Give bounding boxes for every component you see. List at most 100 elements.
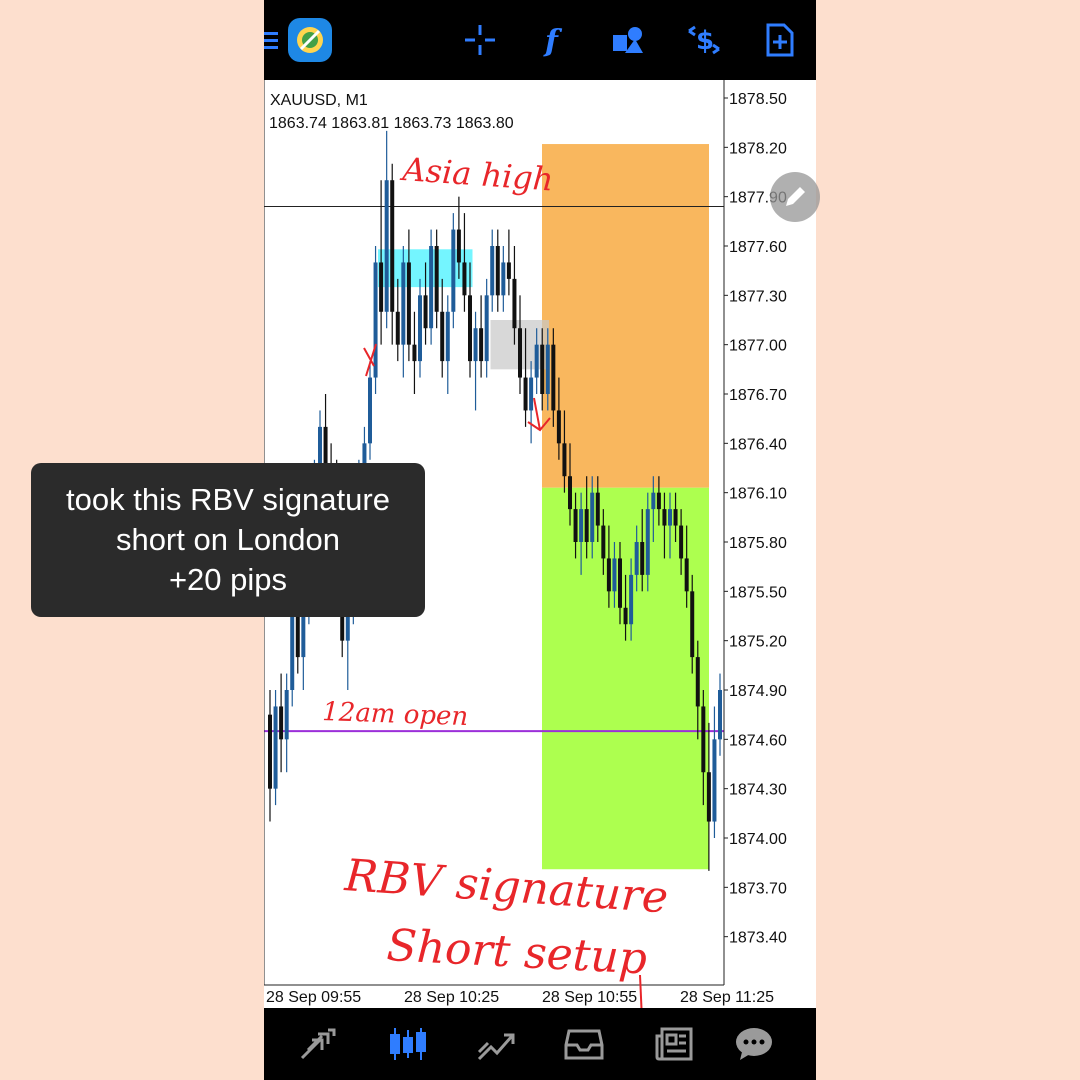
candle [473, 311, 478, 411]
candle-body [679, 525, 684, 559]
candle-body [673, 509, 678, 526]
asia-high-annotation: Asia high [398, 150, 554, 199]
candle-body [268, 714, 272, 789]
candle [551, 328, 556, 427]
candle-body [718, 690, 722, 740]
candle [373, 246, 378, 394]
new-order-document-icon[interactable] [756, 16, 804, 64]
candle-body [490, 246, 495, 296]
candle-body [301, 607, 306, 658]
candle [662, 492, 667, 559]
candle-body [279, 706, 284, 740]
candle-body [318, 426, 322, 477]
candle [612, 542, 617, 608]
candle [395, 278, 400, 362]
news-icon[interactable] [648, 1020, 700, 1068]
hamburger-menu-icon[interactable] [264, 16, 282, 64]
candle [706, 722, 711, 871]
candle-body [556, 410, 561, 444]
candle-body [412, 344, 417, 362]
candle-body [462, 262, 467, 296]
candle [390, 163, 395, 345]
candle [584, 476, 589, 559]
candle-body [640, 542, 645, 575]
time-tick-label: 28 Sep 11:25 [680, 989, 774, 1006]
price-tick-label: 1874.90 [729, 683, 787, 700]
candle [384, 130, 389, 329]
candle-body [551, 344, 556, 411]
caption-line-3: +20 pips [168, 562, 288, 597]
candle-body [618, 558, 622, 608]
time-tick-label: 28 Sep 09:55 [266, 989, 361, 1006]
bottom-navigation [264, 1008, 816, 1080]
price-tick-label: 1875.20 [729, 634, 787, 651]
candle [601, 509, 606, 575]
candle [684, 525, 689, 608]
candle [406, 229, 411, 362]
candle [590, 476, 595, 559]
entry-arrow-mark [527, 397, 551, 432]
svg-text:f: f [543, 24, 563, 57]
candle-body [368, 377, 372, 444]
shapes-objects-icon[interactable] [604, 16, 652, 64]
stop-loss-zone [542, 144, 709, 488]
candle-body [290, 607, 295, 690]
candle [556, 377, 561, 460]
candle-body [512, 278, 517, 329]
candle [573, 492, 578, 559]
caption-overlay: took this RBV signature short on London … [31, 463, 425, 617]
candle-body [423, 295, 428, 329]
crosshair-icon[interactable] [456, 16, 504, 64]
candle-body [379, 262, 384, 312]
chart-candles-icon[interactable] [382, 1020, 434, 1068]
price-chart[interactable]: 1878.50 1878.20 1877.90 1877.60 1877.30 1877.… [264, 80, 816, 1008]
caption-line-2: short on London [115, 522, 341, 557]
candle-body [401, 262, 406, 345]
x-mark [363, 343, 377, 377]
price-tick-label: 1877.60 [729, 239, 787, 256]
candle-body [656, 492, 661, 510]
history-inbox-icon[interactable] [558, 1020, 610, 1068]
candle [368, 361, 372, 460]
price-tick-label: 1876.10 [729, 486, 787, 503]
edit-pencil-button[interactable] [770, 172, 820, 222]
candle-body [362, 443, 367, 477]
messages-chat-icon[interactable] [728, 1020, 780, 1068]
candle [273, 690, 278, 806]
candle [479, 295, 484, 378]
trade-chart-icon[interactable] [470, 1020, 522, 1068]
caption-line-1: took this RBV signature [66, 482, 390, 517]
mt5-logo-icon[interactable] [286, 16, 334, 64]
candle-body [701, 706, 706, 773]
quotes-arrows-icon[interactable] [292, 1020, 344, 1068]
indicators-f-icon[interactable]: f [530, 16, 578, 64]
candle-body [584, 509, 589, 542]
price-tick-label: 1875.50 [729, 584, 787, 601]
candle [668, 492, 672, 559]
candle-body [273, 706, 278, 789]
candle-body [690, 591, 695, 658]
candle [484, 278, 489, 378]
candle [634, 525, 639, 592]
price-tick-label: 1873.70 [729, 880, 787, 897]
phone-screen: f $ 1878.50 1878.20 1877.90 1877.60 1877.30 1… [264, 0, 816, 1080]
candle-body [390, 180, 395, 312]
candle [618, 542, 622, 625]
candle-body [534, 344, 539, 378]
candle [468, 262, 472, 378]
candle [540, 328, 545, 411]
candle [579, 492, 584, 575]
candle-body [284, 690, 289, 740]
dollar-arrows-icon[interactable]: $ [680, 16, 728, 64]
candle-body [623, 607, 628, 625]
candle [512, 246, 517, 345]
candle-body [595, 492, 600, 526]
candle [379, 180, 384, 345]
candle-body [612, 558, 617, 592]
candle [562, 410, 567, 493]
candle-body [479, 328, 484, 362]
candle [401, 246, 406, 378]
price-tick-label: 1878.20 [729, 140, 787, 157]
candle-body [506, 262, 511, 279]
svg-text:$: $ [696, 26, 714, 56]
